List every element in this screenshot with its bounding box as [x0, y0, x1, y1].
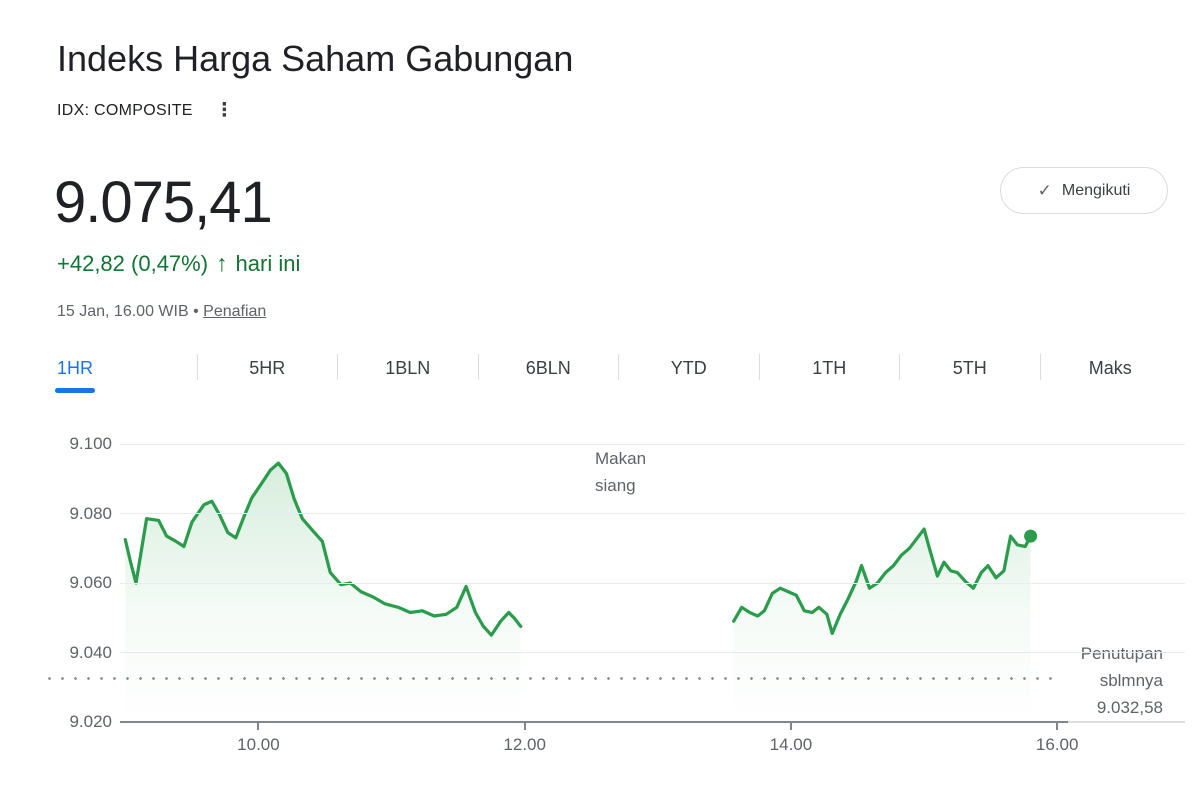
x-axis-label: 14.00 — [769, 735, 813, 754]
page-title: Indeks Harga Saham Gabungan — [57, 38, 574, 79]
price-area-fill — [733, 529, 1031, 722]
y-axis-label: 9.100 — [69, 434, 112, 453]
last-price-dot — [1024, 529, 1038, 543]
tab-separator — [758, 354, 760, 380]
current-price: 9.075,41 — [54, 170, 273, 235]
tab-separator — [477, 354, 479, 380]
x-axis-tick — [257, 722, 260, 730]
x-axis-label: 16.00 — [1035, 735, 1079, 754]
price-change-row: +42,82 (0,47%) ↑ hari ini — [57, 250, 300, 277]
gridline — [120, 582, 1185, 584]
tab-separator — [1039, 354, 1041, 380]
tab-separator — [337, 354, 338, 380]
disclaimer-link[interactable]: Penafian — [203, 303, 267, 320]
tab-separator — [618, 354, 619, 380]
check-icon: ✓ — [1037, 180, 1052, 200]
bullet-separator: • — [193, 303, 199, 320]
gridline — [120, 513, 1185, 514]
gridline — [120, 652, 1185, 653]
tab-5th[interactable]: 5TH — [952, 358, 987, 378]
tab-separator — [196, 354, 198, 380]
tab-5hr[interactable]: 5HR — [249, 358, 286, 378]
more-options-icon[interactable]: ⋮ — [214, 100, 234, 121]
tab-maks[interactable]: Maks — [1088, 358, 1132, 378]
tab-1th[interactable]: 1TH — [812, 358, 847, 378]
price-change-period: hari ini — [235, 250, 301, 276]
x-axis-tick — [1056, 722, 1059, 730]
tab-1hr[interactable]: 1HR — [40, 352, 197, 396]
lunch-break-annotation: Makan siang — [595, 449, 647, 495]
price-area-fill — [125, 463, 521, 722]
follow-button-label: Mengikuti — [1061, 181, 1131, 199]
tab-separator — [899, 354, 900, 380]
price-chart: Makan siang Penutupan sblmnya 9.032,58 9… — [0, 425, 1200, 770]
gridline — [120, 443, 1185, 445]
follow-button[interactable]: ✓ Mengikuti — [1000, 167, 1168, 214]
y-axis-label: 9.060 — [69, 573, 112, 592]
chart-plot[interactable] — [120, 425, 1185, 722]
y-axis-label: 9.020 — [69, 712, 112, 731]
tab-6bln[interactable]: 6BLN — [525, 358, 571, 378]
price-change-value: +42,82 (0,47%) — [57, 250, 209, 276]
quote-timestamp: 15 Jan, 16.00 WIB — [57, 303, 189, 320]
subtitle-row: IDX: COMPOSITE ⋮ — [57, 101, 234, 120]
x-axis-label: 12.00 — [503, 735, 546, 754]
tab-1bln[interactable]: 1BLN — [385, 358, 431, 378]
x-axis-line-extension — [1068, 721, 1185, 723]
previous-close-annotation: Penutupan sblmnya 9.032,58 — [1080, 644, 1163, 717]
exchange-ticker: IDX: COMPOSITE — [57, 101, 193, 119]
price-line — [123, 461, 523, 637]
price-line — [732, 527, 1033, 636]
tab-ytd[interactable]: YTD — [670, 358, 707, 378]
active-tab-underline — [55, 388, 95, 393]
y-axis-label: 9.040 — [69, 642, 112, 662]
x-axis-label: 10.00 — [237, 735, 280, 754]
up-arrow-icon: ↑ — [216, 250, 228, 276]
x-axis-line — [120, 721, 1068, 723]
previous-close-line — [43, 677, 1053, 681]
x-axis-tick — [789, 722, 792, 730]
x-axis-tick — [523, 722, 526, 730]
quote-timestamp-row: 15 Jan, 16.00 WIB • Penafian — [57, 303, 266, 321]
y-axis-label: 9.080 — [69, 503, 112, 523]
time-range-tabs: 1HR 5HR 1BLN 6BLN YTD 1TH 5TH Maks — [40, 352, 1180, 396]
